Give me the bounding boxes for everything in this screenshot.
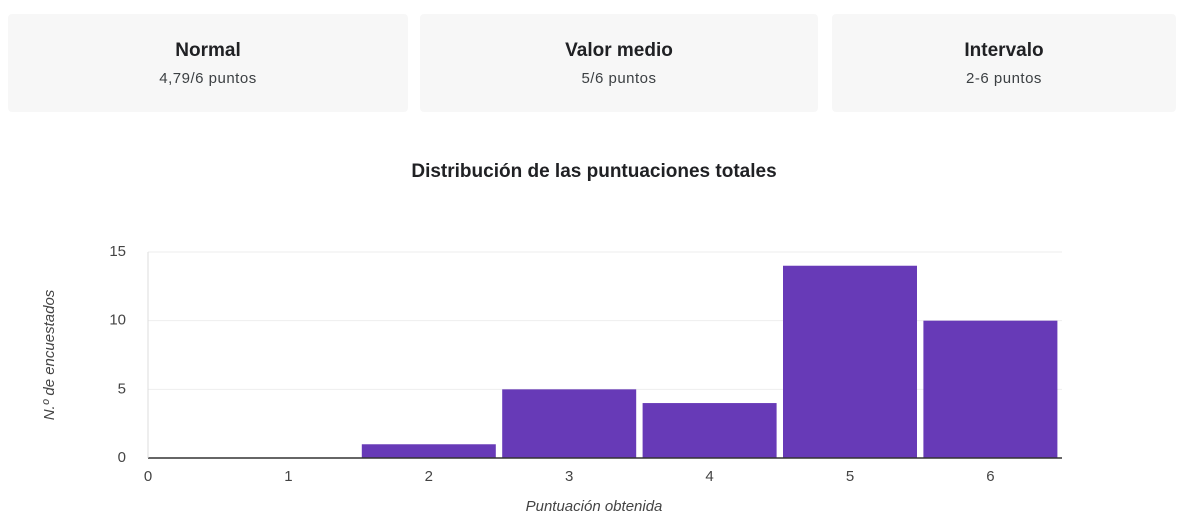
chart-title: Distribución de las puntuaciones totales: [411, 161, 776, 182]
stat-value: 5/6 puntos: [581, 70, 657, 87]
x-tick-label: 4: [705, 468, 713, 485]
bar: [923, 320, 1058, 458]
stat-value: 4,79/6 puntos: [159, 70, 257, 87]
y-tick-label: 10: [109, 312, 126, 329]
stat-card: Normal 4,79/6 puntos: [8, 14, 408, 112]
bar: [361, 444, 496, 458]
x-tick-label: 0: [144, 468, 152, 485]
y-tick-label: 0: [118, 449, 126, 466]
y-axis-label: N.º de encuestados: [41, 289, 58, 420]
bar: [502, 389, 637, 458]
stat-value: 2-6 puntos: [966, 70, 1042, 87]
stat-label: Normal: [175, 40, 241, 61]
stat-card: Intervalo 2-6 puntos: [832, 14, 1176, 112]
stat-label: Intervalo: [964, 40, 1044, 61]
y-tick-label: 5: [118, 380, 126, 397]
x-tick-label: 6: [986, 468, 994, 485]
y-tick-label: 15: [109, 243, 126, 260]
stat-label: Valor medio: [565, 40, 673, 61]
x-tick-label: 3: [565, 468, 573, 485]
x-tick-label: 5: [846, 468, 854, 485]
bar: [642, 403, 777, 458]
x-axis-label: Puntuación obtenida: [526, 498, 663, 515]
x-tick-label: 1: [284, 468, 292, 485]
x-tick-label: 2: [425, 468, 433, 485]
bar: [783, 265, 917, 458]
stat-card: Valor medio 5/6 puntos: [420, 14, 818, 112]
